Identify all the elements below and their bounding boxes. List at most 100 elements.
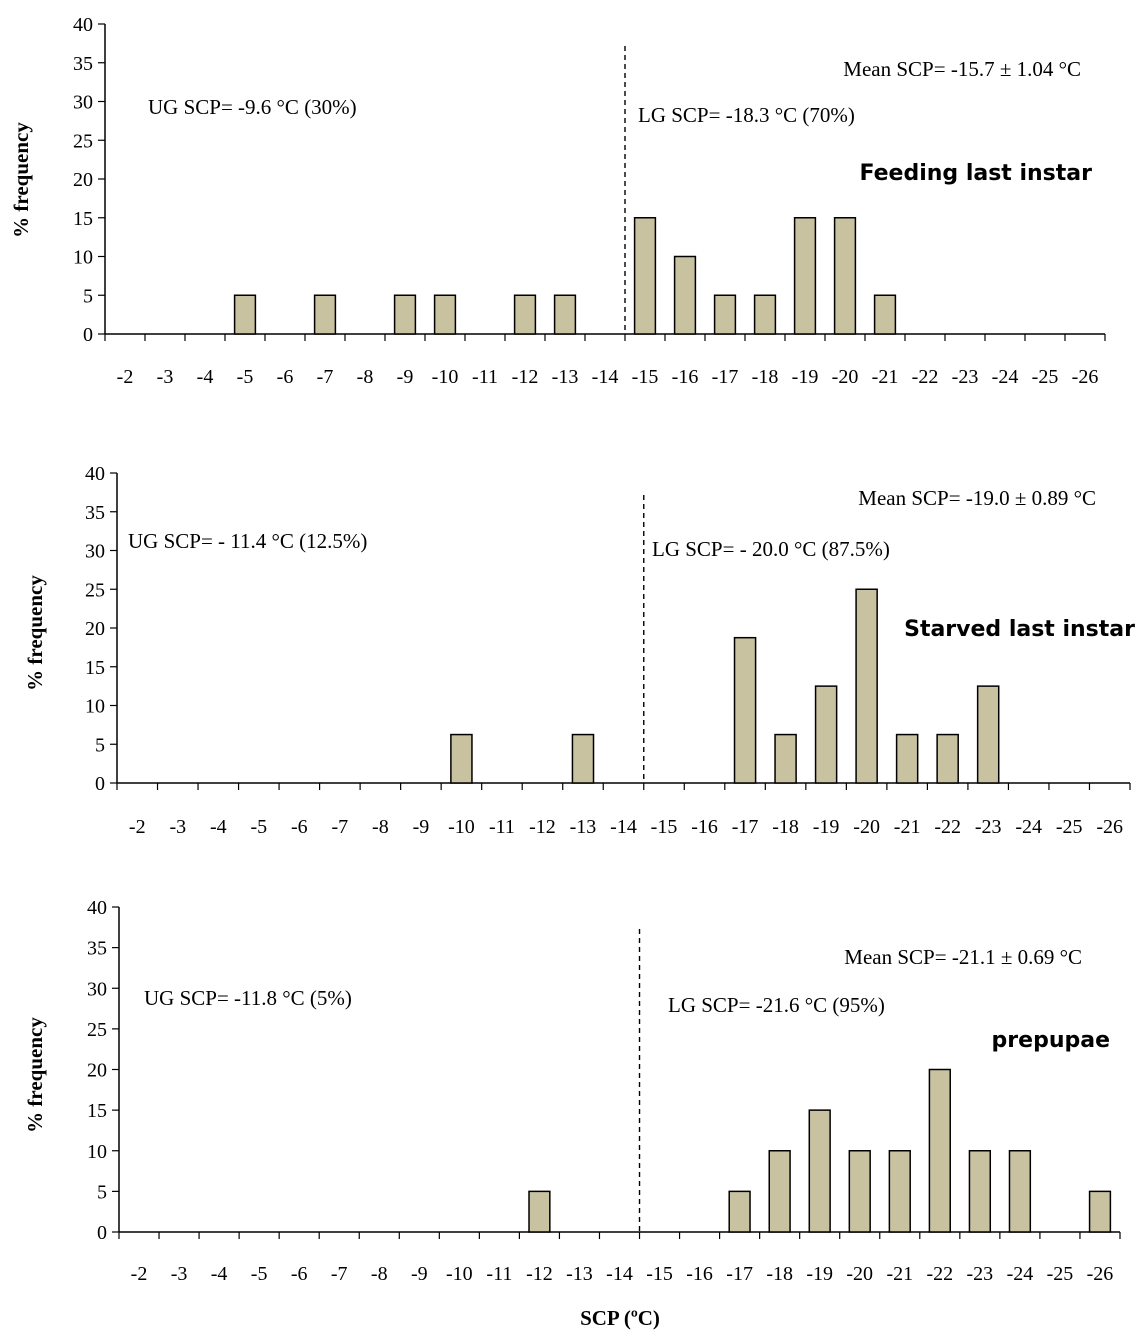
x-tick-label: -26 xyxy=(1087,1263,1114,1285)
y-tick-label: 20 xyxy=(85,618,105,640)
bar xyxy=(233,294,257,335)
panel-title: Feeding last instar xyxy=(859,161,1092,186)
bar xyxy=(888,1150,911,1233)
x-tick-label: -22 xyxy=(926,1263,953,1285)
x-tick-label: -20 xyxy=(853,816,880,838)
x-tick-label: -13 xyxy=(552,366,579,388)
y-tick-label: 25 xyxy=(87,1019,107,1041)
y-tick-label: 25 xyxy=(73,130,93,152)
lg-scp-annotation: LG SCP= -21.6 °C (95%) xyxy=(668,993,885,1017)
y-tick-label: 15 xyxy=(87,1100,107,1122)
x-tick-label: -16 xyxy=(691,816,718,838)
bar xyxy=(968,1150,992,1233)
x-tick-label: -15 xyxy=(651,816,678,838)
y-tick-label: 0 xyxy=(97,1222,107,1244)
y-tick-label: 40 xyxy=(73,14,93,36)
y-axis-title: % frequency xyxy=(9,122,33,238)
panel-starved-last-instar: 0 5 10 15 20 25 30 35 40 -2 -3 -4 -5 -6 -7 -8 -9 -10 -11 -1… xyxy=(23,463,1135,838)
bar xyxy=(633,217,657,335)
bar xyxy=(571,733,595,784)
x-tick-label: -24 xyxy=(1015,816,1042,838)
x-tick-label: -7 xyxy=(332,816,349,838)
x-tick-label: -4 xyxy=(211,1263,228,1285)
bar xyxy=(848,1150,871,1233)
y-tick-label: 10 xyxy=(87,1141,107,1163)
x-tick-label: -24 xyxy=(1007,1263,1034,1285)
x-tick-label: -21 xyxy=(894,816,921,838)
x-tick-label: -19 xyxy=(813,816,840,838)
bar xyxy=(713,294,737,335)
x-tick-label: -5 xyxy=(250,816,267,838)
bar xyxy=(936,733,959,784)
y-tick-label: 35 xyxy=(85,502,105,524)
x-tick-label: -14 xyxy=(610,816,637,838)
bar xyxy=(393,294,417,335)
x-tick-label: -18 xyxy=(752,366,779,388)
bar xyxy=(450,733,473,784)
x-tick-label: -3 xyxy=(171,1263,188,1285)
x-tick-label: -11 xyxy=(472,366,498,388)
x-tick-label: -11 xyxy=(486,1263,512,1285)
bar xyxy=(768,1150,791,1233)
mean-scp-annotation: Mean SCP= -15.7 ± 1.04 °C xyxy=(843,57,1081,81)
y-tick-label: 35 xyxy=(87,938,107,960)
x-tick-label: -13 xyxy=(566,1263,593,1285)
x-tick-label: -5 xyxy=(237,366,254,388)
panel-feeding-last-instar: 0 5 10 15 20 25 30 35 40 -2 -3 -4 -5 -6 -7 -8 -9 -10 -11 -1… xyxy=(9,14,1106,388)
x-tick-label: -23 xyxy=(952,366,979,388)
y-tick-label: 30 xyxy=(73,92,93,114)
y-tick-label: 30 xyxy=(87,978,107,1000)
bar xyxy=(728,1190,751,1233)
x-tick-label: -3 xyxy=(169,816,186,838)
y-tick-label: 20 xyxy=(87,1060,107,1082)
bar xyxy=(673,255,697,335)
y-tick-label: 30 xyxy=(85,541,105,563)
x-tick-label: -14 xyxy=(606,1263,633,1285)
y-tick-label: 25 xyxy=(85,579,105,601)
x-tick-label: -26 xyxy=(1096,816,1123,838)
y-tick-label: 5 xyxy=(83,285,93,307)
bar xyxy=(313,294,337,335)
x-tick-label: -15 xyxy=(646,1263,673,1285)
x-axis-title: SCP (ºC) xyxy=(580,1306,660,1330)
bar xyxy=(928,1068,951,1233)
x-tick-label: -19 xyxy=(792,366,819,388)
x-tick-label: -14 xyxy=(592,366,619,388)
y-axis-title: % frequency xyxy=(23,575,47,691)
x-tick-label: -16 xyxy=(672,366,699,388)
bar xyxy=(733,636,757,784)
ug-scp-annotation: UG SCP= -11.8 °C (5%) xyxy=(144,986,352,1010)
x-tick-label: -6 xyxy=(291,1263,308,1285)
bar xyxy=(814,685,838,784)
x-tick-label: -19 xyxy=(806,1263,833,1285)
x-tick-label: -8 xyxy=(357,366,374,388)
x-tick-label: -9 xyxy=(397,366,414,388)
x-tick-label: -3 xyxy=(157,366,174,388)
x-tick-label: -9 xyxy=(413,816,430,838)
bar xyxy=(793,217,817,335)
panel-title: Starved last instar xyxy=(904,617,1135,642)
y-tick-label: 5 xyxy=(95,734,105,756)
x-tick-label: -24 xyxy=(992,366,1019,388)
x-tick-label: -12 xyxy=(526,1263,553,1285)
x-tick-label: -2 xyxy=(131,1263,148,1285)
x-tick-label: -26 xyxy=(1072,366,1099,388)
bar xyxy=(433,294,457,335)
x-tick-label: -8 xyxy=(372,816,389,838)
x-tick-label: -18 xyxy=(766,1263,793,1285)
ug-scp-annotation: UG SCP= -9.6 °C (30%) xyxy=(148,95,357,119)
bar xyxy=(513,294,537,335)
bar xyxy=(895,733,919,784)
lg-scp-annotation: LG SCP= - 20.0 °C (87.5%) xyxy=(652,537,890,561)
x-tick-label: -10 xyxy=(446,1263,473,1285)
x-tick-label: -25 xyxy=(1047,1263,1074,1285)
x-tick-label: -22 xyxy=(934,816,961,838)
x-tick-label: -18 xyxy=(772,816,799,838)
x-tick-label: -20 xyxy=(846,1263,873,1285)
bar xyxy=(855,588,878,784)
x-tick-label: -25 xyxy=(1032,366,1059,388)
bar xyxy=(976,685,1000,784)
ug-scp-annotation: UG SCP= - 11.4 °C (12.5%) xyxy=(128,529,367,553)
x-tick-label: -20 xyxy=(832,366,859,388)
x-tick-label: -17 xyxy=(712,366,739,388)
